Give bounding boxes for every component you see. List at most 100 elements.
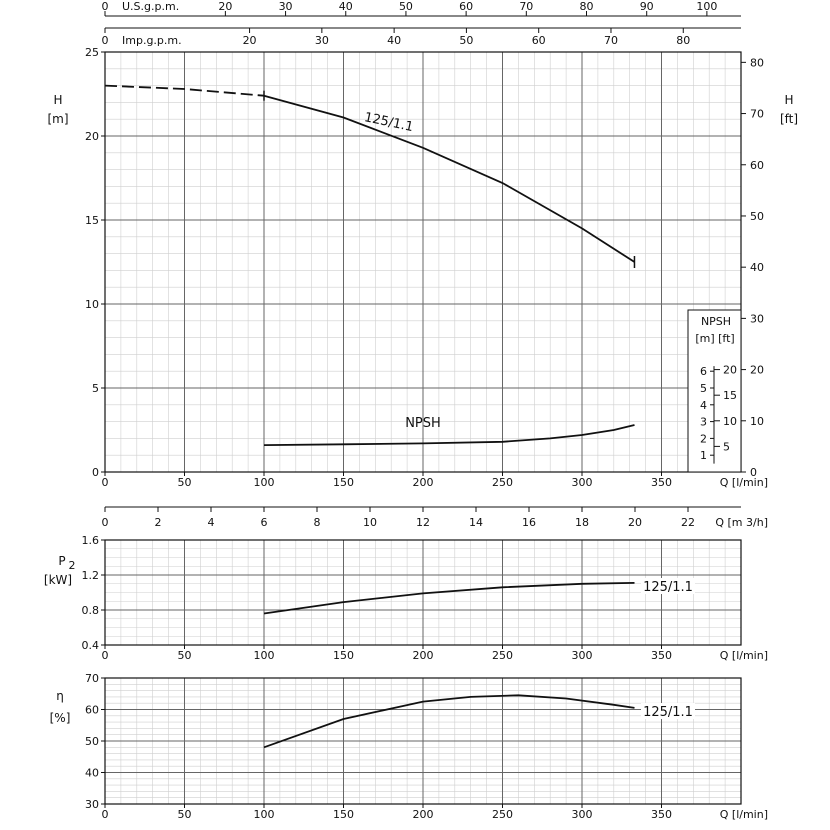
x-tick-label: 50: [178, 808, 192, 821]
ft-tick-label: 70: [750, 108, 764, 121]
power-axis-label: P: [58, 554, 65, 568]
imp-gpm-tick-label: 80: [676, 34, 690, 47]
power-curve-label: 125/1.1: [643, 580, 693, 595]
npsh-inset-ft-label: 20: [723, 364, 737, 377]
imp-gpm-label: Imp.g.p.m.: [122, 34, 182, 47]
x-tick-label: 50: [178, 476, 192, 489]
us-gpm-tick-label: 40: [339, 0, 353, 13]
x-unit-label: Q [l/min]: [720, 808, 768, 821]
y-tick-label: 1.6: [82, 534, 100, 547]
us-gpm-tick-label: 30: [279, 0, 293, 13]
ft-tick-label: 20: [750, 364, 764, 377]
npsh-inset-m-label: 4: [700, 399, 707, 412]
x-tick-label: 350: [651, 649, 672, 662]
ft-tick-label: 80: [750, 56, 764, 69]
left-axis-h-label: H: [53, 93, 62, 107]
ft-tick-label: 0: [750, 466, 757, 479]
x-tick-label: 250: [492, 476, 513, 489]
efficiency-curve-label: 125/1.1: [643, 705, 693, 720]
y-tick-label: 60: [85, 704, 99, 717]
y-tick-label: 5: [92, 382, 99, 395]
y-tick-label: 40: [85, 767, 99, 780]
x-tick-label: 0: [102, 808, 109, 821]
m3h-tick-label: 12: [416, 516, 430, 529]
efficiency-curve: [263, 694, 635, 749]
npsh-inset-m-label: 6: [700, 365, 707, 378]
m3h-tick-label: 20: [628, 516, 642, 529]
m3h-tick-label: 10: [363, 516, 377, 529]
npsh-inset-m-label: 2: [700, 432, 707, 445]
power-curve: [263, 582, 635, 615]
npsh-inset-ft-label: 10: [723, 415, 737, 428]
npsh-curve: [263, 424, 635, 446]
m3h-tick-label: 16: [522, 516, 536, 529]
x-tick-label: 200: [413, 808, 434, 821]
y-tick-label: 0.4: [82, 639, 100, 652]
y-tick-label: 30: [85, 798, 99, 811]
m3h-tick-label: 22: [681, 516, 695, 529]
m3h-tick-label: 4: [208, 516, 215, 529]
ft-tick-label: 40: [750, 261, 764, 274]
x-tick-label: 100: [254, 476, 275, 489]
ft-tick-label: 50: [750, 210, 764, 223]
us-gpm-tick-label: 100: [696, 0, 717, 13]
npsh-inset-ft-label: 15: [723, 389, 737, 402]
ft-tick-label: 60: [750, 159, 764, 172]
y-tick-label: 0: [92, 466, 99, 479]
y-tick-label: 50: [85, 735, 99, 748]
y-tick-label: 15: [85, 214, 99, 227]
y-tick-label: 70: [85, 672, 99, 685]
x-tick-label: 50: [178, 649, 192, 662]
npsh-inset-m-label: 1: [700, 449, 707, 462]
imp-gpm-tick-label: 60: [532, 34, 546, 47]
m3h-axis-label: Q [m 3/h]: [715, 516, 768, 529]
power-curve-label-bg: [641, 578, 695, 594]
imp-gpm-tick-label: 20: [243, 34, 257, 47]
y-tick-label: 20: [85, 130, 99, 143]
m3h-tick-label: 6: [261, 516, 268, 529]
x-tick-label: 250: [492, 808, 513, 821]
efficiency-axis-unit: [%]: [50, 711, 71, 725]
x-unit-label: Q [l/min]: [720, 649, 768, 662]
x-unit-label: Q [l/min]: [720, 476, 768, 489]
x-tick-label: 300: [572, 649, 593, 662]
ft-tick-label: 30: [750, 312, 764, 325]
x-tick-label: 200: [413, 476, 434, 489]
efficiency-axis-label: η: [56, 689, 64, 703]
y-tick-label: 0.8: [82, 604, 100, 617]
right-axis-h-label: H: [784, 93, 793, 107]
x-tick-label: 100: [254, 808, 275, 821]
x-tick-label: 250: [492, 649, 513, 662]
npsh-inset-units: [m] [ft]: [695, 332, 734, 345]
y-tick-label: 25: [85, 46, 99, 59]
head-curve-dashed: [104, 84, 265, 97]
x-tick-label: 150: [333, 649, 354, 662]
m3h-tick-label: 2: [155, 516, 162, 529]
right-axis-unit: [ft]: [780, 112, 798, 126]
us-gpm-label: U.S.g.p.m.: [122, 0, 179, 13]
us-gpm-tick-label: 20: [218, 0, 232, 13]
us-gpm-tick-label: 90: [640, 0, 654, 13]
us-gpm-tick-label: 60: [459, 0, 473, 13]
imp-gpm-tick-label: 0: [102, 34, 109, 47]
imp-gpm-tick-label: 50: [459, 34, 473, 47]
m3h-tick-label: 0: [102, 516, 109, 529]
head-curve-125-1-1: [263, 94, 635, 263]
x-tick-label: 200: [413, 649, 434, 662]
us-gpm-tick-label: 70: [519, 0, 533, 13]
us-gpm-tick-label: 0: [102, 0, 109, 13]
m3h-tick-label: 8: [314, 516, 321, 529]
imp-gpm-tick-label: 40: [387, 34, 401, 47]
npsh-inset-ft-label: 5: [723, 440, 730, 453]
x-tick-label: 300: [572, 808, 593, 821]
npsh-inset-m-label: 3: [700, 416, 707, 429]
x-tick-label: 350: [651, 808, 672, 821]
y-tick-label: 1.2: [82, 569, 100, 582]
efficiency-curve-label-bg: [641, 703, 695, 719]
x-tick-label: 0: [102, 649, 109, 662]
imp-gpm-tick-label: 70: [604, 34, 618, 47]
ft-tick-label: 10: [750, 415, 764, 428]
x-tick-label: 150: [333, 808, 354, 821]
x-tick-label: 350: [651, 476, 672, 489]
